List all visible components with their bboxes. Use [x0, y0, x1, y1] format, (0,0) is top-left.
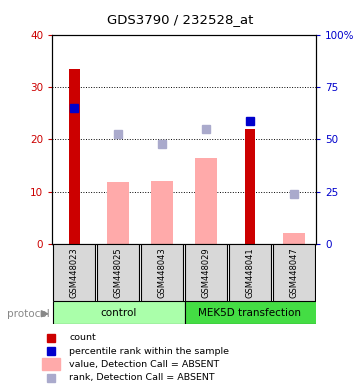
- Bar: [107, 182, 129, 244]
- Text: value, Detection Call = ABSENT: value, Detection Call = ABSENT: [69, 360, 220, 369]
- Bar: [97, 244, 139, 301]
- Bar: [229, 244, 271, 301]
- Bar: [273, 244, 315, 301]
- Bar: [69, 69, 80, 244]
- Text: protocol: protocol: [7, 309, 50, 319]
- Bar: [244, 129, 256, 244]
- Bar: [151, 181, 173, 244]
- Bar: [283, 233, 305, 244]
- Bar: [53, 244, 95, 301]
- Text: GSM448043: GSM448043: [158, 247, 167, 298]
- Bar: [141, 244, 183, 301]
- Bar: [43, 358, 60, 370]
- Text: GDS3790 / 232528_at: GDS3790 / 232528_at: [107, 13, 254, 26]
- Bar: [195, 157, 217, 244]
- Text: count: count: [69, 333, 96, 343]
- Bar: [185, 244, 227, 301]
- Bar: [53, 301, 185, 324]
- Text: GSM448025: GSM448025: [114, 247, 123, 298]
- Text: GSM448041: GSM448041: [245, 247, 255, 298]
- Text: percentile rank within the sample: percentile rank within the sample: [69, 347, 230, 356]
- Text: control: control: [100, 308, 136, 318]
- Text: MEK5D transfection: MEK5D transfection: [199, 308, 301, 318]
- Bar: [185, 301, 317, 324]
- Text: GSM448029: GSM448029: [201, 247, 210, 298]
- Text: GSM448023: GSM448023: [70, 247, 79, 298]
- Text: GSM448047: GSM448047: [290, 247, 299, 298]
- Text: rank, Detection Call = ABSENT: rank, Detection Call = ABSENT: [69, 373, 215, 382]
